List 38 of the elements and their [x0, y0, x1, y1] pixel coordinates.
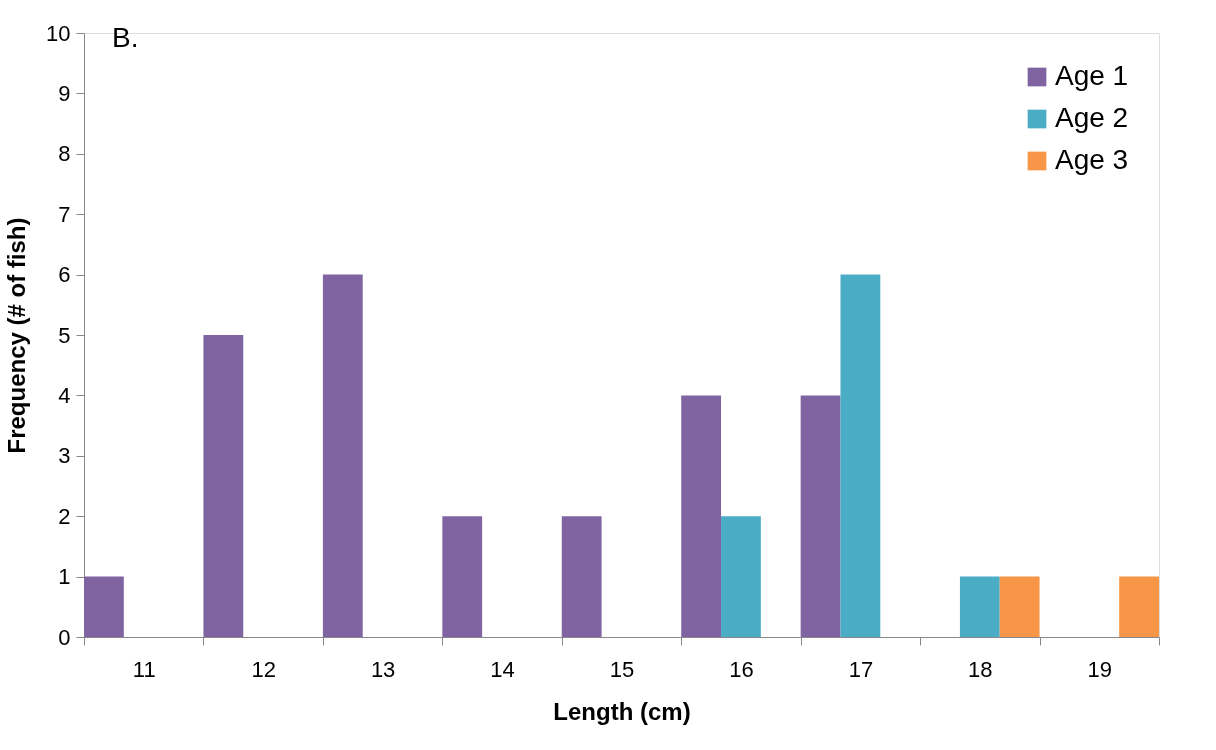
y-tick-label: 4	[58, 382, 71, 408]
bar	[840, 274, 881, 637]
x-tick-label: 11	[132, 656, 156, 682]
y-tick-label: 7	[58, 201, 71, 227]
legend-label: Age 3	[1055, 144, 1129, 175]
legend-label: Age 2	[1055, 102, 1129, 133]
y-axis-title: Frequency (# of fish)	[3, 217, 31, 454]
bar	[800, 395, 841, 637]
y-tick-label: 6	[58, 262, 71, 288]
bar	[681, 395, 722, 637]
bar	[1119, 576, 1159, 637]
x-tick-label: 16	[729, 656, 754, 682]
y-tick-label: 8	[58, 141, 71, 167]
x-tick-label: 14	[490, 656, 515, 682]
y-tick-label: 0	[58, 624, 71, 650]
bar	[84, 576, 124, 637]
bar	[721, 516, 761, 637]
x-tick-label: 19	[1087, 656, 1113, 682]
x-tick-label: 13	[370, 656, 396, 682]
bar	[561, 516, 602, 637]
x-tick-label: 18	[968, 656, 993, 682]
legend-label: Age 1	[1055, 60, 1129, 91]
y-tick-label: 5	[58, 322, 71, 348]
x-axis-title: Length (cm)	[553, 697, 691, 725]
bar	[959, 576, 1000, 637]
bar	[322, 274, 363, 637]
bar	[999, 576, 1040, 637]
bar	[442, 516, 483, 637]
y-tick-label: 3	[58, 443, 71, 469]
y-tick-label: 1	[58, 564, 71, 590]
x-tick-label: 15	[609, 656, 635, 682]
x-tick-label: 17	[848, 656, 874, 682]
y-tick-label: 9	[58, 80, 71, 106]
y-tick-label: 2	[58, 503, 71, 529]
y-tick-label: 10	[46, 20, 71, 46]
x-tick-label: 12	[251, 656, 276, 682]
bar	[203, 335, 244, 637]
annotation: B.	[112, 22, 139, 53]
